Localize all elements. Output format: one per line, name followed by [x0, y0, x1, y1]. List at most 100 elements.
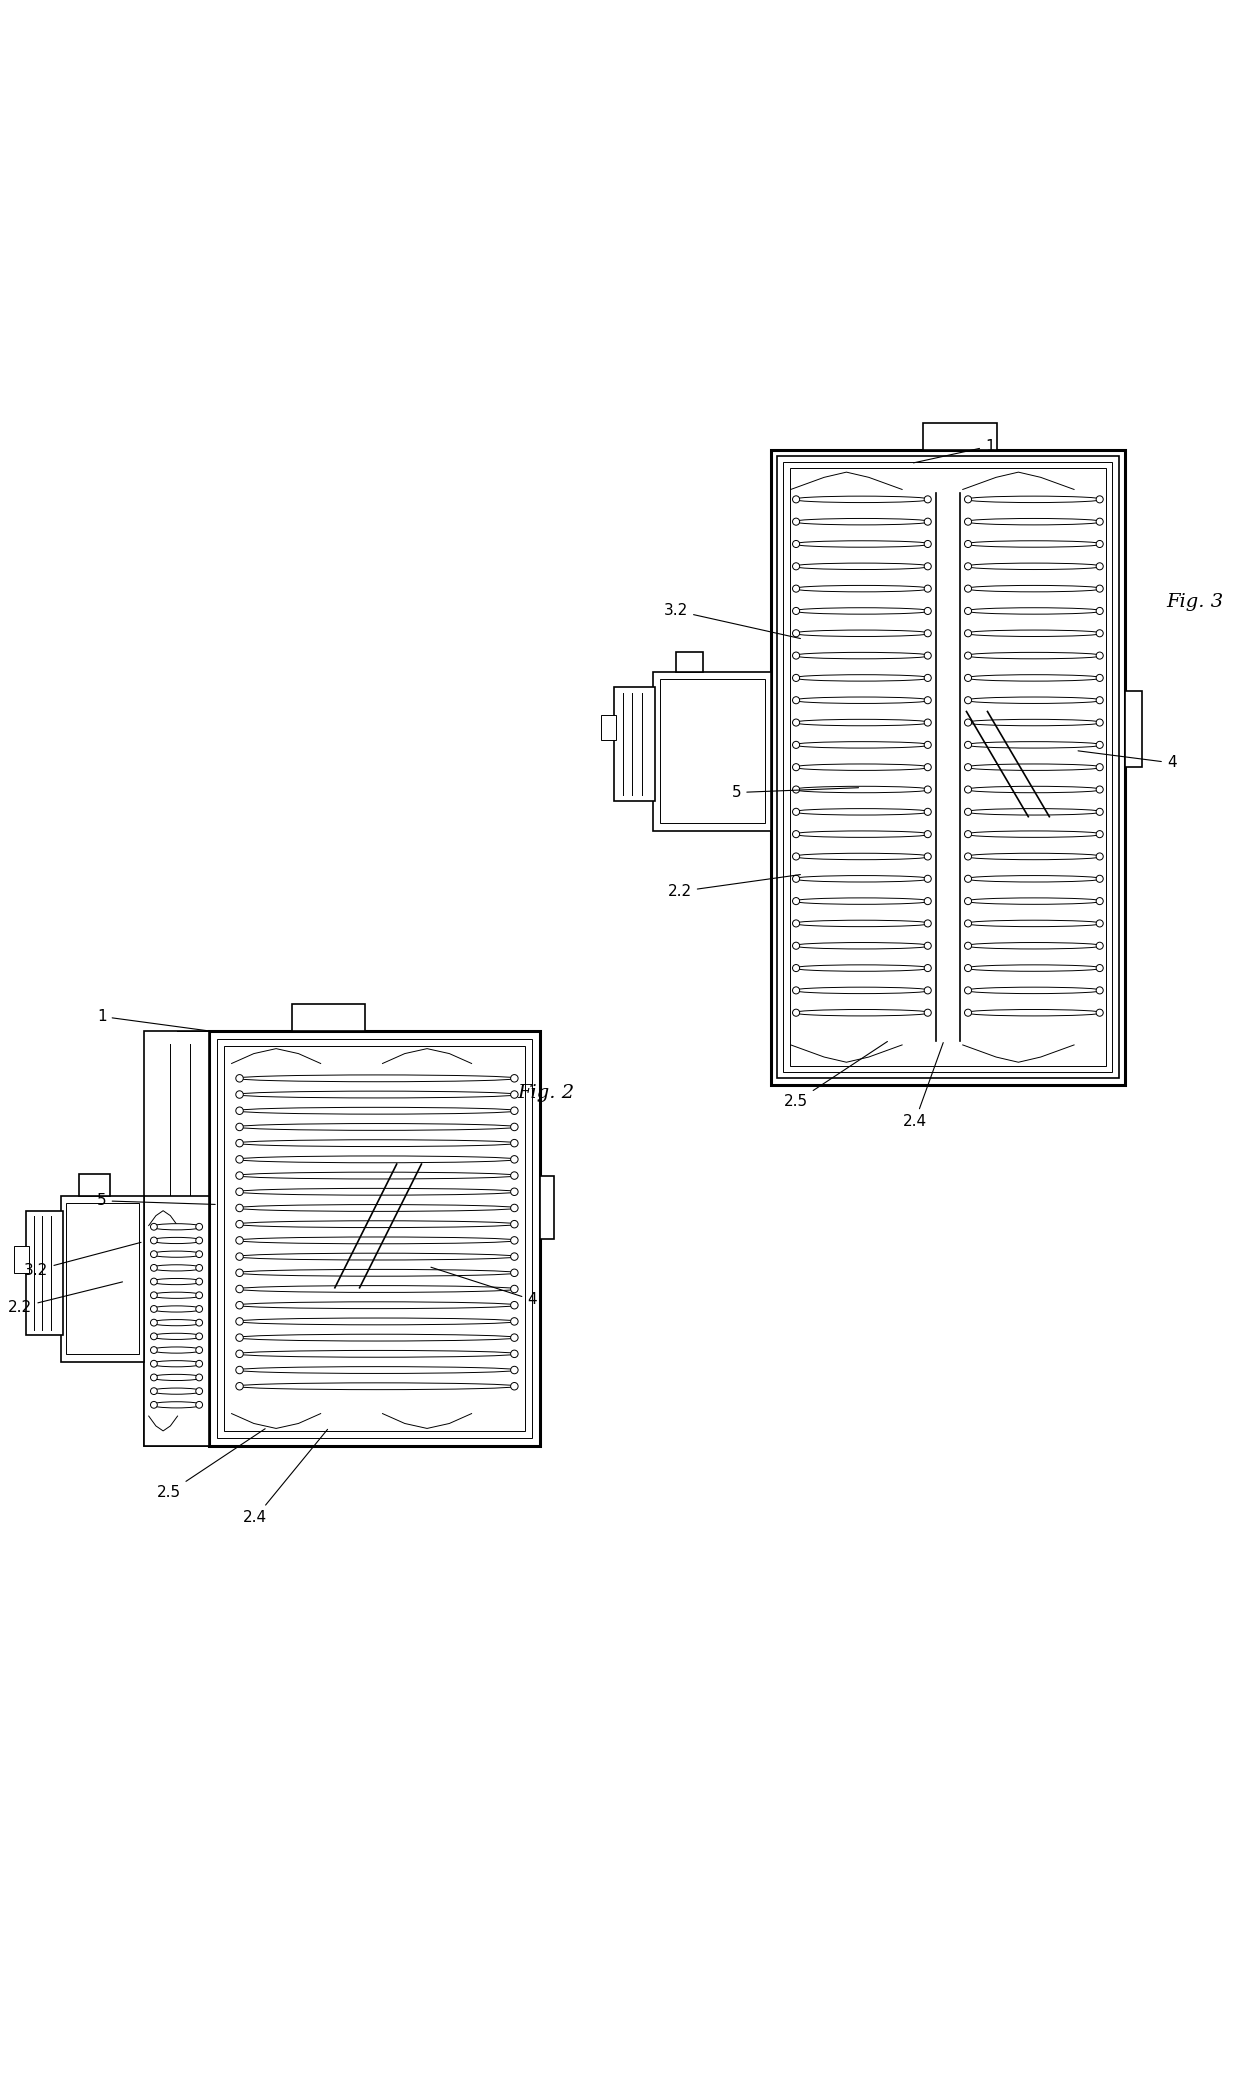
Circle shape — [511, 1091, 518, 1098]
Circle shape — [1096, 652, 1104, 660]
Circle shape — [1096, 898, 1104, 905]
Circle shape — [511, 1189, 518, 1195]
Ellipse shape — [237, 1206, 517, 1212]
Ellipse shape — [237, 1301, 517, 1309]
Ellipse shape — [151, 1388, 202, 1394]
Ellipse shape — [965, 919, 1102, 928]
Ellipse shape — [965, 496, 1102, 502]
Circle shape — [1096, 853, 1104, 859]
Ellipse shape — [965, 1011, 1102, 1017]
Ellipse shape — [794, 965, 930, 971]
Circle shape — [965, 830, 972, 838]
Circle shape — [792, 562, 800, 571]
Circle shape — [196, 1278, 202, 1284]
Circle shape — [1096, 585, 1104, 591]
Circle shape — [511, 1237, 518, 1245]
Ellipse shape — [965, 988, 1102, 994]
Ellipse shape — [237, 1382, 517, 1390]
Circle shape — [792, 697, 800, 703]
Circle shape — [924, 876, 931, 882]
Ellipse shape — [794, 608, 930, 614]
Ellipse shape — [237, 1270, 517, 1276]
Circle shape — [924, 697, 931, 703]
Text: 4: 4 — [432, 1268, 537, 1307]
Circle shape — [511, 1351, 518, 1357]
Ellipse shape — [151, 1237, 202, 1243]
Circle shape — [196, 1320, 202, 1326]
Circle shape — [236, 1301, 243, 1309]
Circle shape — [965, 876, 972, 882]
Ellipse shape — [151, 1251, 202, 1257]
Circle shape — [1096, 697, 1104, 703]
Circle shape — [511, 1270, 518, 1276]
Circle shape — [1096, 720, 1104, 726]
Ellipse shape — [965, 720, 1102, 726]
Circle shape — [792, 1008, 800, 1017]
Circle shape — [965, 919, 972, 928]
Circle shape — [511, 1156, 518, 1164]
Ellipse shape — [237, 1367, 517, 1374]
Bar — [923, 423, 997, 450]
Circle shape — [924, 608, 931, 614]
Circle shape — [1096, 942, 1104, 948]
Ellipse shape — [794, 652, 930, 658]
Ellipse shape — [151, 1320, 202, 1326]
Ellipse shape — [794, 1011, 930, 1017]
Circle shape — [1096, 674, 1104, 681]
Ellipse shape — [965, 562, 1102, 569]
Circle shape — [792, 786, 800, 793]
Bar — [210, 1031, 539, 1446]
Circle shape — [965, 942, 972, 948]
Circle shape — [511, 1106, 518, 1114]
Text: 4: 4 — [1078, 751, 1177, 770]
Circle shape — [236, 1382, 243, 1390]
Circle shape — [196, 1293, 202, 1299]
Ellipse shape — [237, 1075, 517, 1081]
Circle shape — [924, 585, 931, 591]
Circle shape — [965, 697, 972, 703]
Text: Fig. 2: Fig. 2 — [517, 1083, 574, 1102]
Circle shape — [236, 1334, 243, 1340]
Circle shape — [924, 519, 931, 525]
Bar — [291, 1004, 365, 1031]
Circle shape — [924, 764, 931, 770]
Circle shape — [965, 898, 972, 905]
Circle shape — [196, 1401, 202, 1409]
Bar — [614, 687, 655, 801]
Circle shape — [965, 540, 972, 548]
Circle shape — [1096, 809, 1104, 815]
Circle shape — [196, 1305, 202, 1311]
Circle shape — [511, 1220, 518, 1228]
Circle shape — [196, 1347, 202, 1353]
Bar — [14, 1245, 29, 1272]
Circle shape — [965, 1008, 972, 1017]
Ellipse shape — [965, 674, 1102, 681]
Circle shape — [792, 988, 800, 994]
Circle shape — [965, 720, 972, 726]
Ellipse shape — [794, 942, 930, 948]
Circle shape — [792, 608, 800, 614]
Ellipse shape — [794, 853, 930, 859]
Circle shape — [511, 1204, 518, 1212]
Ellipse shape — [794, 898, 930, 905]
Circle shape — [150, 1237, 157, 1243]
Ellipse shape — [237, 1123, 517, 1131]
Text: 2.5: 2.5 — [784, 1042, 888, 1110]
Circle shape — [236, 1365, 243, 1374]
Circle shape — [1096, 830, 1104, 838]
Ellipse shape — [965, 830, 1102, 838]
Ellipse shape — [965, 853, 1102, 859]
Circle shape — [924, 496, 931, 502]
Bar — [217, 1040, 532, 1438]
Text: 5: 5 — [732, 784, 858, 801]
Circle shape — [1096, 786, 1104, 793]
Ellipse shape — [151, 1224, 202, 1230]
Circle shape — [792, 809, 800, 815]
Circle shape — [236, 1220, 243, 1228]
Ellipse shape — [965, 764, 1102, 770]
Ellipse shape — [965, 608, 1102, 614]
Circle shape — [965, 988, 972, 994]
Text: 2.5: 2.5 — [156, 1430, 265, 1500]
Circle shape — [236, 1237, 243, 1245]
Ellipse shape — [237, 1253, 517, 1260]
